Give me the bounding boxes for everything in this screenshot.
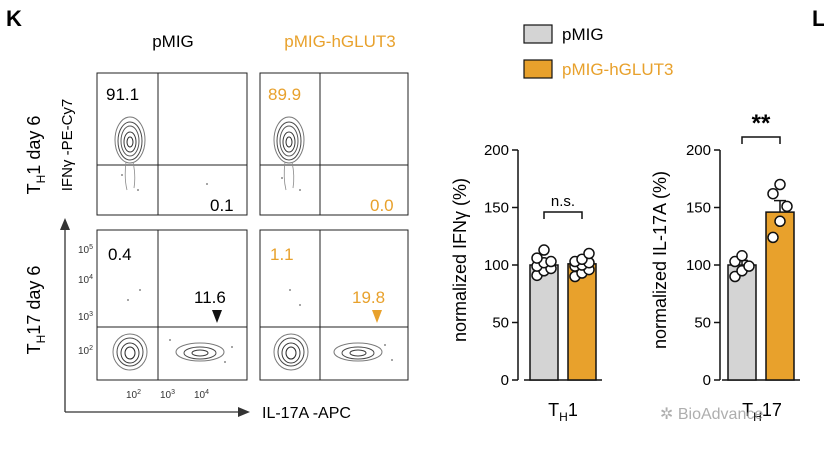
y-tick-label: 150 xyxy=(686,200,711,217)
data-point xyxy=(531,252,543,264)
data-point xyxy=(767,187,779,200)
data-point xyxy=(774,178,786,191)
watermark-text: BioAdvance xyxy=(677,406,764,423)
x-tick-label: 104 xyxy=(194,389,209,401)
quadrant-value-upper-left: 91.1 xyxy=(106,85,139,104)
x-axis-label: TH1 xyxy=(548,400,578,424)
data-point xyxy=(743,260,755,272)
quadrant-value-upper-left: 0.4 xyxy=(108,245,132,264)
x-tick-label: 102 xyxy=(126,389,141,401)
significance-label: n.s. xyxy=(551,193,575,210)
flow-y-ticks: 105 104 103 102 xyxy=(78,244,93,357)
quadrant-value-lower-right: 0.1 xyxy=(210,196,234,215)
data-point xyxy=(538,244,550,256)
data-point xyxy=(774,215,786,228)
y-tick-label: 200 xyxy=(484,142,509,159)
significance-bracket xyxy=(741,136,781,144)
y-tick-label: 150 xyxy=(484,200,509,217)
panel-label-k: K xyxy=(6,6,22,31)
watermark: ✲ BioAdvance xyxy=(660,404,763,424)
quadrant-value-upper-left: 1.1 xyxy=(270,245,294,264)
y-axis-label: normalized IL-17A (%) xyxy=(650,171,670,349)
watermark-icon: ✲ xyxy=(660,406,678,423)
legend-label-hglut3: pMIG-hGLUT3 xyxy=(562,60,673,79)
contour-population xyxy=(175,342,225,362)
y-tick-label: 103 xyxy=(78,311,93,323)
flow-y-axis-label: IFNγ -PE-Cy7 xyxy=(59,99,76,192)
quadrant-value-lower-right: 19.8 xyxy=(352,288,385,307)
contour-population xyxy=(333,342,383,362)
bar xyxy=(529,264,559,381)
y-tick-label: 0 xyxy=(501,372,509,389)
legend: pMIG pMIG-hGLUT3 xyxy=(523,24,673,79)
bar-chart-il17a: 0 50 100 150 200 ** normalized IL-17A (%) TH17 xyxy=(650,110,800,424)
legend-label-pmig: pMIG xyxy=(562,25,604,44)
row-label-th17: TH17 day 6 xyxy=(24,266,48,355)
legend-swatch-hglut3 xyxy=(523,59,553,79)
bar-chart-ifng: 0 50 100 150 200 n.s. normalized IFNγ (%) TH1 xyxy=(450,142,602,424)
bar xyxy=(567,263,597,381)
quadrant-value-lower-right: 0.0 xyxy=(370,196,394,215)
y-tick-label: 104 xyxy=(78,274,93,286)
bar xyxy=(727,264,757,381)
flow-plot-th17-pmig: 0.4 11.6 xyxy=(96,229,248,381)
contour-population xyxy=(273,333,309,371)
y-tick-label: 200 xyxy=(686,142,711,159)
x-tick-label: 103 xyxy=(160,389,175,401)
y-tick-label: 50 xyxy=(694,315,711,332)
data-point xyxy=(781,200,793,213)
data-point xyxy=(545,255,557,268)
quadrant-value-upper-left: 89.9 xyxy=(268,85,301,104)
significance-bracket xyxy=(543,211,583,219)
arrow-marker xyxy=(372,310,382,323)
y-tick-label: 0 xyxy=(703,372,711,389)
svg-text:TH1 day 6: TH1 day 6 xyxy=(24,116,48,195)
y-tick-label: 105 xyxy=(78,244,93,256)
quadrant-value-lower-right: 11.6 xyxy=(194,288,226,307)
x-axis-label: TH17 xyxy=(742,400,782,424)
column-header-pmig: pMIG xyxy=(152,32,194,51)
data-point xyxy=(736,250,748,262)
contour-population xyxy=(112,333,148,371)
flow-y-arrowhead xyxy=(60,218,70,230)
flow-plot-th1-pmig: 91.1 0.1 xyxy=(96,72,248,216)
y-tick-label: 100 xyxy=(686,257,711,274)
flow-plot-th1-hglut3: 89.9 0.0 xyxy=(259,72,409,216)
arrow-marker xyxy=(212,310,222,323)
legend-swatch-pmig xyxy=(523,24,553,44)
y-tick-label: 50 xyxy=(492,315,509,332)
contour-population xyxy=(114,116,146,191)
contour-population xyxy=(273,116,305,191)
flow-x-ticks: 102 103 104 xyxy=(126,389,209,401)
flow-x-axis-label: IL-17A -APC xyxy=(262,405,351,422)
panel-label-l: L xyxy=(812,6,824,31)
flow-plot-th17-hglut3: 1.1 19.8 xyxy=(259,229,409,381)
significance-label: ** xyxy=(752,110,771,137)
data-point xyxy=(767,231,779,244)
y-axis-label: normalized IFNγ (%) xyxy=(450,178,470,342)
flow-x-arrowhead xyxy=(238,407,250,417)
svg-text:TH17 day 6: TH17 day 6 xyxy=(24,266,48,355)
row-label-th1: TH1 day 6 xyxy=(24,116,48,195)
y-tick-label: 102 xyxy=(78,345,93,357)
data-point xyxy=(583,247,595,260)
column-header-hglut3: pMIG-hGLUT3 xyxy=(284,32,395,51)
svg-text:IFNγ -PE-Cy7: IFNγ -PE-Cy7 xyxy=(59,99,76,192)
y-tick-label: 100 xyxy=(484,257,509,274)
